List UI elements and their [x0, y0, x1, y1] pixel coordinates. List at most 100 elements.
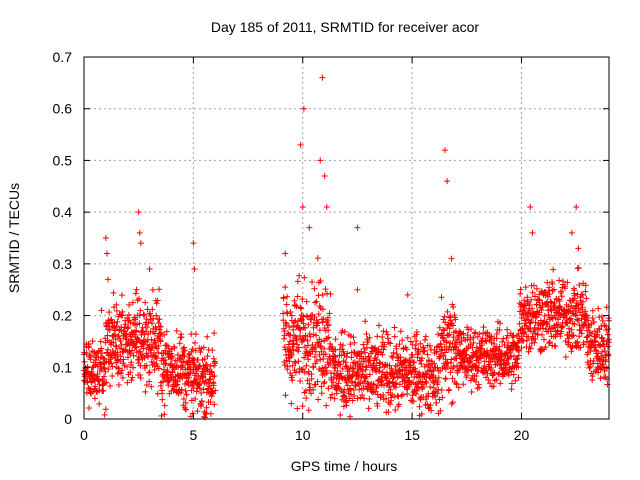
data-point [294, 293, 301, 300]
data-point [338, 396, 345, 403]
data-point [579, 292, 586, 299]
data-point [318, 338, 325, 345]
data-point [453, 355, 460, 362]
data-point [514, 347, 521, 354]
data-point [547, 298, 554, 305]
data-point [468, 389, 475, 396]
data-point [516, 347, 523, 354]
data-point [449, 375, 456, 382]
data-point [146, 378, 153, 385]
data-point [436, 324, 443, 331]
data-point [463, 372, 470, 379]
data-point [490, 383, 497, 390]
data-point [583, 312, 590, 319]
data-point [311, 353, 318, 360]
data-point [483, 367, 490, 374]
data-point [128, 359, 135, 366]
data-point [183, 391, 190, 398]
data-point [182, 387, 189, 394]
data-point [146, 266, 153, 273]
data-point [556, 297, 563, 304]
data-point [149, 344, 156, 351]
data-point [427, 383, 434, 390]
data-point [297, 378, 304, 385]
data-point [299, 316, 306, 323]
data-point [446, 314, 453, 321]
data-point [504, 326, 511, 333]
data-point [308, 315, 315, 322]
data-point [576, 333, 583, 340]
data-point [306, 380, 313, 387]
data-point [158, 412, 165, 419]
data-point [379, 377, 386, 384]
data-point [413, 391, 420, 398]
data-point [136, 229, 143, 236]
y-tick-label: 0.3 [53, 256, 73, 272]
data-point [450, 363, 457, 370]
data-point [327, 291, 334, 298]
y-tick-label: 0.4 [53, 204, 73, 220]
data-point [106, 309, 113, 316]
data-point [159, 390, 166, 397]
data-point [169, 369, 176, 376]
data-point [363, 373, 370, 380]
data-point [531, 293, 538, 300]
data-point [508, 386, 515, 393]
data-point [387, 401, 394, 408]
data-point [98, 350, 105, 357]
data-point [465, 326, 472, 333]
data-point [307, 333, 314, 340]
data-point [522, 320, 529, 327]
data-point [157, 323, 164, 330]
data-point [438, 294, 445, 301]
data-point [325, 334, 332, 341]
data-point [129, 347, 136, 354]
data-point [125, 311, 132, 318]
data-point [312, 348, 319, 355]
data-point [110, 339, 117, 346]
data-point [317, 157, 324, 164]
data-point [513, 356, 520, 363]
data-point [317, 277, 324, 284]
data-point [315, 311, 322, 318]
data-point [204, 353, 211, 360]
data-point [351, 339, 358, 346]
data-point [117, 337, 124, 344]
data-point [98, 307, 105, 314]
data-point [599, 348, 606, 355]
data-point [589, 314, 596, 321]
data-point [120, 356, 127, 363]
data-point [381, 341, 388, 348]
data-point [366, 371, 373, 378]
data-point [332, 336, 339, 343]
data-point [144, 323, 151, 330]
data-point [331, 395, 338, 402]
data-point [132, 343, 139, 350]
data-point [120, 360, 127, 367]
data-point [529, 289, 536, 296]
data-point [436, 353, 443, 360]
data-point [292, 359, 299, 366]
data-point [433, 400, 440, 407]
data-point [319, 291, 326, 298]
data-point [146, 369, 153, 376]
data-point [396, 381, 403, 388]
data-point [513, 344, 520, 351]
data-point [347, 333, 354, 340]
data-point [437, 407, 444, 414]
data-point [321, 172, 328, 179]
data-point [294, 278, 301, 285]
data-point [532, 335, 539, 342]
plot-frame [83, 56, 610, 420]
data-point [210, 355, 217, 362]
data-point [362, 318, 369, 325]
data-point [171, 345, 178, 352]
data-point [283, 320, 290, 327]
data-point [341, 328, 348, 335]
data-point [207, 410, 214, 417]
data-point [599, 317, 606, 324]
data-point [404, 374, 411, 381]
data-point [187, 369, 194, 376]
data-point [380, 391, 387, 398]
data-point [300, 366, 307, 373]
